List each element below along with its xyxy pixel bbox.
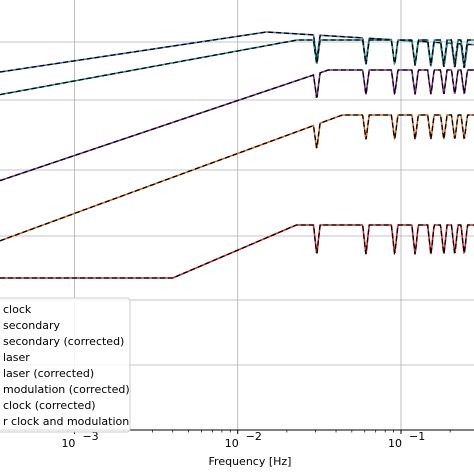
legend-box [0,297,131,433]
legend-label-4: laser (corrected) [3,367,94,380]
legend-label-0: clock [3,303,32,316]
legend: clock secondary secondary (corrected) laser… [0,297,131,433]
x-axis-label: Frequency [Hz] [209,455,292,468]
legend-label-3: laser [3,351,30,364]
series-model-line-4 [0,224,474,279]
series-group [0,31,474,279]
series-model-line-1 [0,39,474,96]
series-model-line-0 [0,31,474,73]
x-tick-label-1: 10 [225,437,239,450]
legend-label-7: r clock and modulation [3,415,129,428]
x-tick-exp-0: −3 [82,430,98,443]
x-tick-label-2: 10 [388,437,402,450]
series-model-line-3 [0,114,474,242]
legend-label-6: clock (corrected) [3,399,96,412]
x-tick-exp-2: −1 [409,430,425,443]
legend-label-2: secondary (corrected) [3,335,124,348]
x-ticks: 10 −3 10 −2 10 −1 [9,430,451,450]
legend-label-5: modulation (corrected) [3,383,130,396]
legend-label-1: secondary [3,319,60,332]
series-model-line-2 [0,69,474,182]
x-tick-label-0: 10 [61,437,75,450]
x-tick-exp-1: −2 [246,430,262,443]
